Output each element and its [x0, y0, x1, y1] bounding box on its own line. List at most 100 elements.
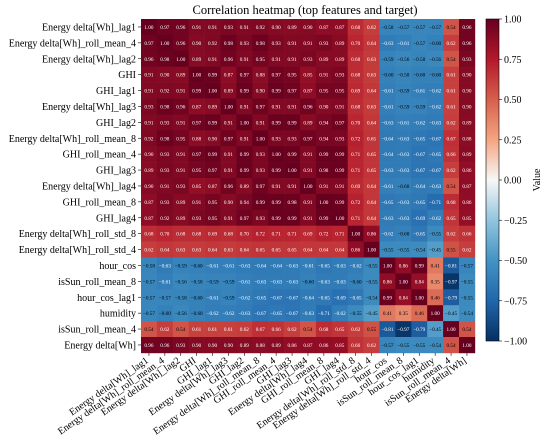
cell-value-label: 0.93 [256, 168, 265, 174]
heatmap-cell [331, 289, 348, 306]
heatmap-cell [411, 321, 428, 338]
heatmap-cell [141, 162, 158, 179]
heatmap-cell [395, 209, 412, 226]
heatmap-cell [347, 225, 364, 242]
heatmap-cell [204, 162, 221, 179]
cell-value-label: −0.81 [445, 263, 457, 269]
cell-value-label: 0.65 [288, 248, 297, 254]
heatmap-cell [300, 66, 317, 83]
heatmap-cell [427, 305, 444, 322]
cell-value-label: 1.00 [462, 343, 471, 349]
cell-value-label: −0.67 [286, 295, 298, 301]
heatmap-cell [156, 66, 174, 83]
heatmap-cell [443, 321, 460, 338]
cell-value-label: −0.64 [254, 263, 266, 269]
heatmap-cell [236, 241, 253, 258]
cell-value-label: −0.57 [461, 263, 473, 269]
heatmap-cell [156, 321, 174, 338]
heatmap-cell [252, 66, 269, 83]
cell-value-label: −0.59 [397, 89, 409, 95]
heatmap-cell [427, 146, 444, 163]
heatmap-cell [172, 241, 189, 258]
heatmap-cell [395, 114, 412, 131]
cell-value-label: 0.98 [319, 168, 328, 174]
heatmap-cell [188, 50, 205, 67]
heatmap-cell [156, 273, 174, 290]
cell-value-label: 0.90 [224, 200, 233, 206]
heatmap-cell [172, 321, 189, 338]
cell-value-label: 0.99 [240, 168, 249, 174]
heatmap-cell [379, 241, 396, 258]
cell-value-label: 0.91 [176, 89, 185, 95]
cell-value-label: −0.63 [381, 41, 393, 47]
heatmap-cell [459, 162, 476, 179]
heatmap-cell [156, 241, 174, 258]
heatmap-cell [427, 337, 444, 354]
cell-value-label: 0.54 [303, 327, 312, 333]
heatmap-cell [156, 337, 174, 354]
heatmap-cell [252, 337, 269, 354]
cell-value-label: −0.59 [207, 279, 219, 285]
heatmap-cell [331, 337, 348, 354]
cell-value-label: 0.55 [367, 327, 376, 333]
heatmap-cell [284, 114, 301, 131]
heatmap-cell [141, 82, 158, 99]
heatmap-cell [459, 337, 476, 354]
cell-value-label: 0.69 [208, 232, 217, 238]
heatmap-cell [268, 50, 285, 67]
heatmap-cell [220, 19, 237, 36]
cell-value-label: −0.63 [397, 136, 409, 142]
cell-value-label: 0.65 [272, 248, 281, 254]
heatmap-cell [236, 257, 253, 274]
heatmap-cell [204, 321, 221, 338]
cell-value-label: −0.61 [397, 41, 409, 47]
heatmap-cell [443, 178, 460, 195]
cell-value-label: 0.93 [160, 200, 169, 206]
heatmap-cell [204, 337, 221, 354]
heatmap-cell [300, 19, 317, 36]
heatmap-cell [268, 98, 285, 115]
heatmap-cell [347, 146, 364, 163]
cell-value-label: 0.68 [176, 232, 185, 238]
heatmap-cell [331, 193, 348, 211]
heatmap-cell [300, 98, 317, 115]
heatmap-cell [236, 50, 253, 67]
heatmap-cell [395, 34, 412, 52]
cell-value-label: 0.68 [351, 57, 360, 63]
heatmap-cell [236, 34, 253, 52]
heatmap-cell [188, 225, 205, 242]
heatmap-cell [411, 66, 428, 83]
cell-value-label: 0.92 [160, 216, 169, 222]
cell-value-label: 0.98 [160, 57, 169, 63]
heatmap-cell [459, 82, 476, 99]
cell-value-label: 0.93 [176, 343, 185, 349]
heatmap-cell [347, 193, 364, 211]
heatmap-cell [363, 178, 380, 195]
heatmap-cell [443, 130, 460, 147]
heatmap-cell [315, 146, 333, 163]
cell-value-label: −0.60 [397, 184, 409, 190]
heatmap-cell [236, 305, 253, 322]
heatmap-cell [459, 257, 476, 274]
heatmap-cell [395, 98, 412, 115]
heatmap-cell [427, 321, 444, 338]
heatmap-cell [204, 305, 221, 322]
heatmap-cell [395, 66, 412, 83]
cell-value-label: −0.63 [254, 279, 266, 285]
heatmap-cell [459, 146, 476, 163]
cell-value-label: −0.67 [413, 152, 425, 158]
heatmap-cell [141, 321, 158, 338]
cell-value-label: 0.99 [256, 200, 265, 206]
cell-value-label: 0.99 [288, 120, 297, 126]
heatmap-cell [443, 337, 460, 354]
heatmap-cell [172, 34, 189, 52]
cell-value-label: 0.72 [351, 200, 360, 206]
cell-value-label: 0.97 [160, 25, 169, 31]
cell-value-label: −0.64 [413, 184, 425, 190]
heatmap-cell [172, 82, 189, 99]
heatmap-cell [411, 130, 428, 147]
cell-value-label: −0.56 [429, 57, 441, 63]
heatmap-cell [204, 66, 221, 83]
heatmap-cell [300, 289, 317, 306]
heatmap-cell [315, 19, 333, 36]
